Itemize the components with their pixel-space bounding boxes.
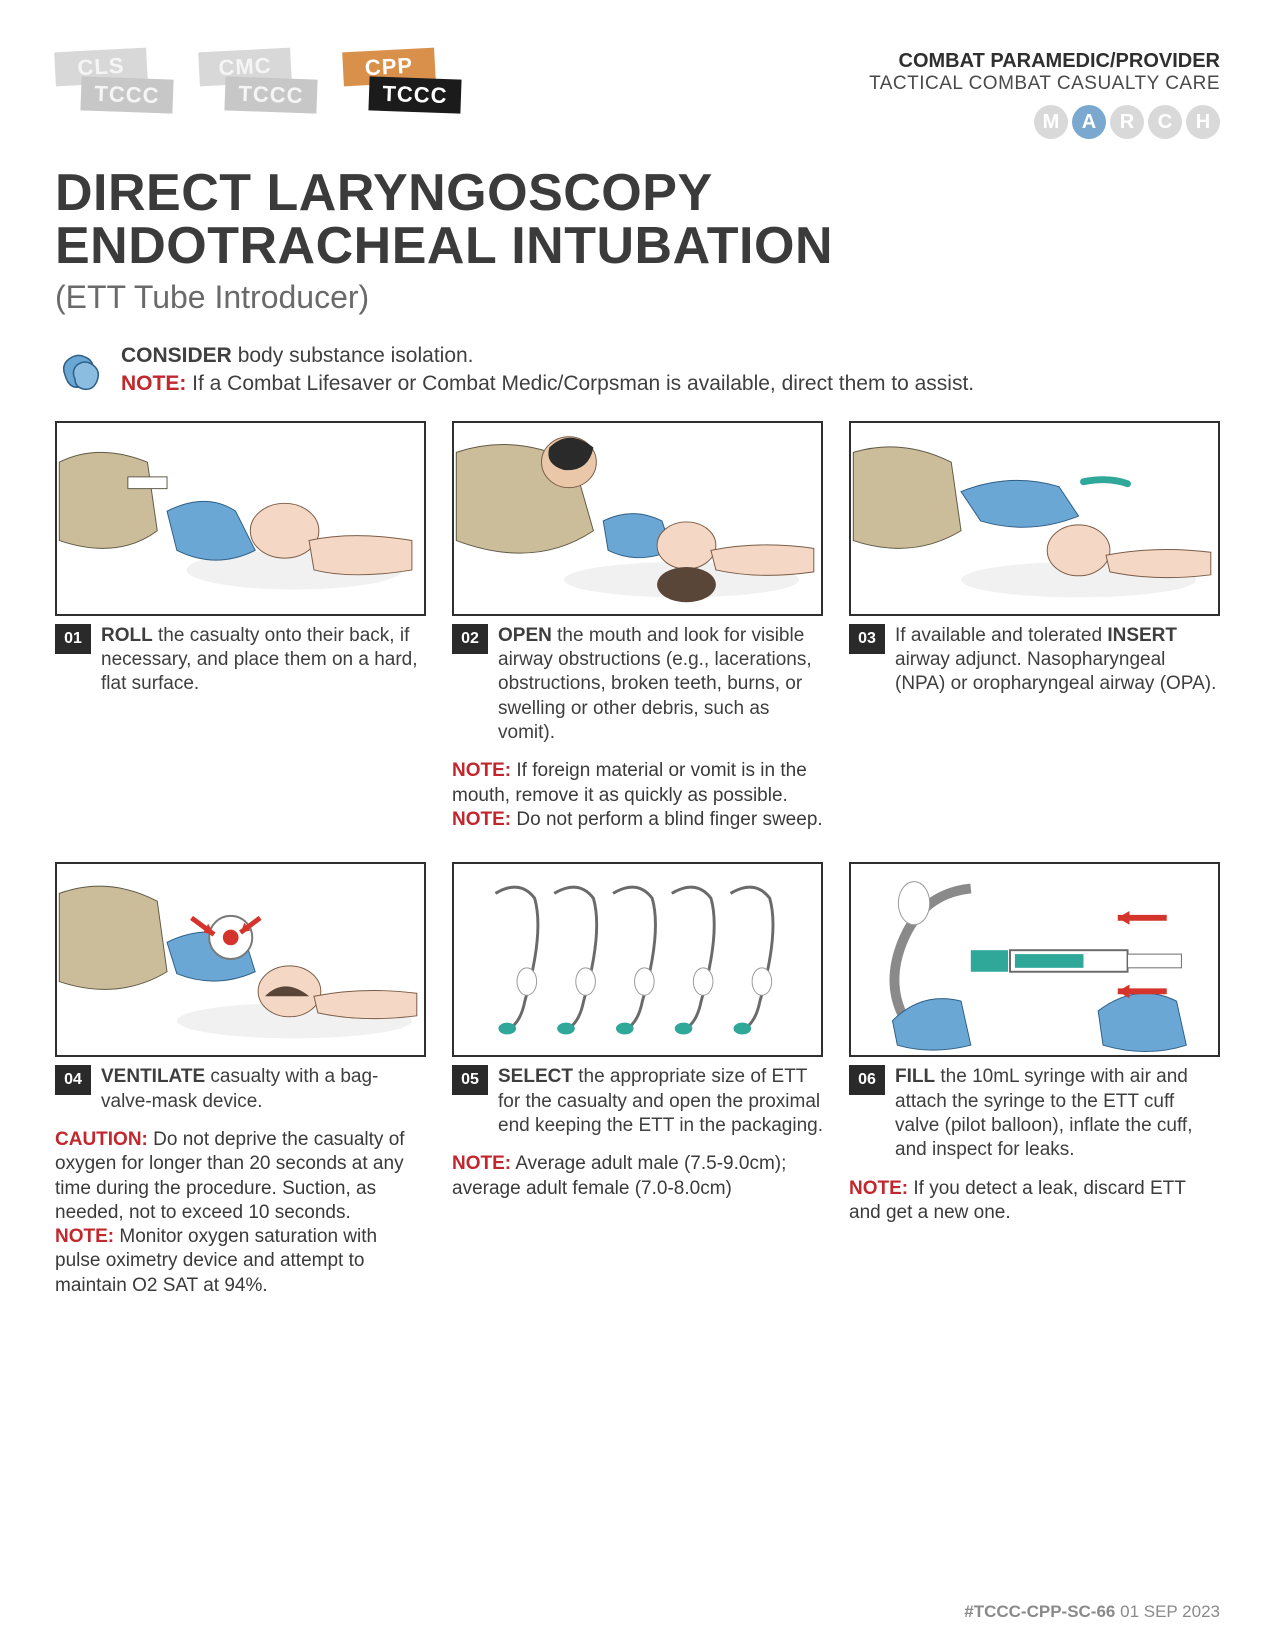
page-header: CLS TCCC CMC TCCC CPP TCCC COMBAT PARAME… bbox=[55, 50, 1220, 139]
step-body: 02 OPEN the mouth and look for visible a… bbox=[452, 624, 823, 746]
page-title-line1: DIRECT LARYNGOSCOPY bbox=[55, 167, 1220, 220]
page-subtitle: (ETT Tube Introducer) bbox=[55, 279, 1220, 316]
step-05-illustration bbox=[452, 862, 823, 1057]
page-title-line2: ENDOTRACHEAL INTUBATION bbox=[55, 220, 1220, 273]
step-03-illustration bbox=[849, 421, 1220, 616]
step-01-illustration bbox=[55, 421, 426, 616]
step-keyword: SELECT bbox=[498, 1066, 573, 1087]
step-number: 01 bbox=[55, 624, 91, 654]
step-number: 05 bbox=[452, 1065, 488, 1095]
step-06: 06 FILL the 10mL syringe with air and at… bbox=[849, 862, 1220, 1298]
march-h: H bbox=[1186, 105, 1220, 139]
step-number: 02 bbox=[452, 624, 488, 654]
step-keyword: FILL bbox=[895, 1066, 935, 1087]
step-text: If available and tolerated INSERT airway… bbox=[895, 624, 1220, 697]
consider-row: CONSIDER body substance isolation. NOTE:… bbox=[55, 342, 1220, 399]
step-02-illustration bbox=[452, 421, 823, 616]
march-r: R bbox=[1110, 105, 1144, 139]
march-a: A bbox=[1072, 105, 1106, 139]
gloves-icon bbox=[55, 345, 105, 395]
consider-note-text: If a Combat Lifesaver or Combat Medic/Co… bbox=[186, 372, 974, 395]
step-04: 04 VENTILATE casualty with a bag-valve-m… bbox=[55, 862, 426, 1298]
footer-code: #TCCC-CPP-SC-66 bbox=[964, 1602, 1115, 1621]
step-03: 03 If available and tolerated INSERT air… bbox=[849, 421, 1220, 833]
step-body: 04 VENTILATE casualty with a bag-valve-m… bbox=[55, 1065, 426, 1114]
step-keyword: VENTILATE bbox=[101, 1066, 205, 1087]
badge-bottom: TCCC bbox=[368, 76, 461, 113]
step-body: 06 FILL the 10mL syringe with air and at… bbox=[849, 1065, 1220, 1162]
step-body: 01 ROLL the casualty onto their back, if… bbox=[55, 624, 426, 697]
badge-bottom: TCCC bbox=[80, 76, 173, 113]
caution-label: CAUTION: bbox=[55, 1129, 148, 1150]
step-text: FILL the 10mL syringe with air and attac… bbox=[895, 1065, 1220, 1162]
step-text: ROLL the casualty onto their back, if ne… bbox=[101, 624, 426, 697]
note-label: NOTE: bbox=[452, 760, 511, 781]
header-right: COMBAT PARAMEDIC/PROVIDER TACTICAL COMBA… bbox=[869, 50, 1220, 139]
header-line2: TACTICAL COMBAT CASUALTY CARE bbox=[869, 73, 1220, 95]
step-notes: NOTE: If you detect a leak, discard ETT … bbox=[849, 1177, 1220, 1226]
step-desc: airway adjunct. Nasopharyngeal (NPA) or … bbox=[895, 649, 1216, 694]
header-line1: COMBAT PARAMEDIC/PROVIDER bbox=[869, 50, 1220, 73]
course-badges: CLS TCCC CMC TCCC CPP TCCC bbox=[55, 50, 473, 122]
step-desc: the 10mL syringe with air and attach the… bbox=[895, 1066, 1193, 1160]
step-keyword: ROLL bbox=[101, 625, 153, 646]
note-label: NOTE: bbox=[452, 809, 511, 830]
step-notes: NOTE: If foreign material or vomit is in… bbox=[452, 759, 823, 832]
badge-cls: CLS TCCC bbox=[55, 50, 185, 122]
step-notes: NOTE: Average adult male (7.5-9.0cm); av… bbox=[452, 1152, 823, 1201]
step-number: 03 bbox=[849, 624, 885, 654]
consider-body: body substance isolation. bbox=[232, 344, 474, 367]
step-text: OPEN the mouth and look for visible airw… bbox=[498, 624, 823, 746]
consider-keyword: CONSIDER bbox=[121, 344, 232, 367]
step-notes: CAUTION: Do not deprive the casualty of … bbox=[55, 1128, 426, 1298]
step-body: 05 SELECT the appropriate size of ETT fo… bbox=[452, 1065, 823, 1138]
step-keyword: OPEN bbox=[498, 625, 552, 646]
step-keyword: INSERT bbox=[1107, 625, 1177, 646]
note-label: NOTE: bbox=[452, 1153, 511, 1174]
march-indicator: M A R C H bbox=[869, 105, 1220, 139]
note-label: NOTE: bbox=[55, 1226, 114, 1247]
footer-date: 01 SEP 2023 bbox=[1115, 1602, 1220, 1621]
step-text: VENTILATE casualty with a bag-valve-mask… bbox=[101, 1065, 426, 1114]
note-text: Do not perform a blind finger sweep. bbox=[511, 809, 823, 830]
badge-bottom: TCCC bbox=[224, 76, 317, 113]
step-number: 06 bbox=[849, 1065, 885, 1095]
consider-text: CONSIDER body substance isolation. NOTE:… bbox=[121, 342, 974, 399]
step-pre: If available and tolerated bbox=[895, 625, 1107, 646]
steps-grid: 01 ROLL the casualty onto their back, if… bbox=[55, 421, 1220, 1298]
consider-note-label: NOTE: bbox=[121, 372, 186, 395]
step-04-illustration bbox=[55, 862, 426, 1057]
badge-cmc: CMC TCCC bbox=[199, 50, 329, 122]
march-m: M bbox=[1034, 105, 1068, 139]
march-c: C bbox=[1148, 105, 1182, 139]
step-06-illustration bbox=[849, 862, 1220, 1057]
badge-cpp: CPP TCCC bbox=[343, 50, 473, 122]
step-body: 03 If available and tolerated INSERT air… bbox=[849, 624, 1220, 697]
step-number: 04 bbox=[55, 1065, 91, 1095]
step-02: 02 OPEN the mouth and look for visible a… bbox=[452, 421, 823, 833]
note-label: NOTE: bbox=[849, 1178, 908, 1199]
step-05: 05 SELECT the appropriate size of ETT fo… bbox=[452, 862, 823, 1298]
page-footer: #TCCC-CPP-SC-66 01 SEP 2023 bbox=[964, 1602, 1220, 1622]
step-01: 01 ROLL the casualty onto their back, if… bbox=[55, 421, 426, 833]
step-text: SELECT the appropriate size of ETT for t… bbox=[498, 1065, 823, 1138]
